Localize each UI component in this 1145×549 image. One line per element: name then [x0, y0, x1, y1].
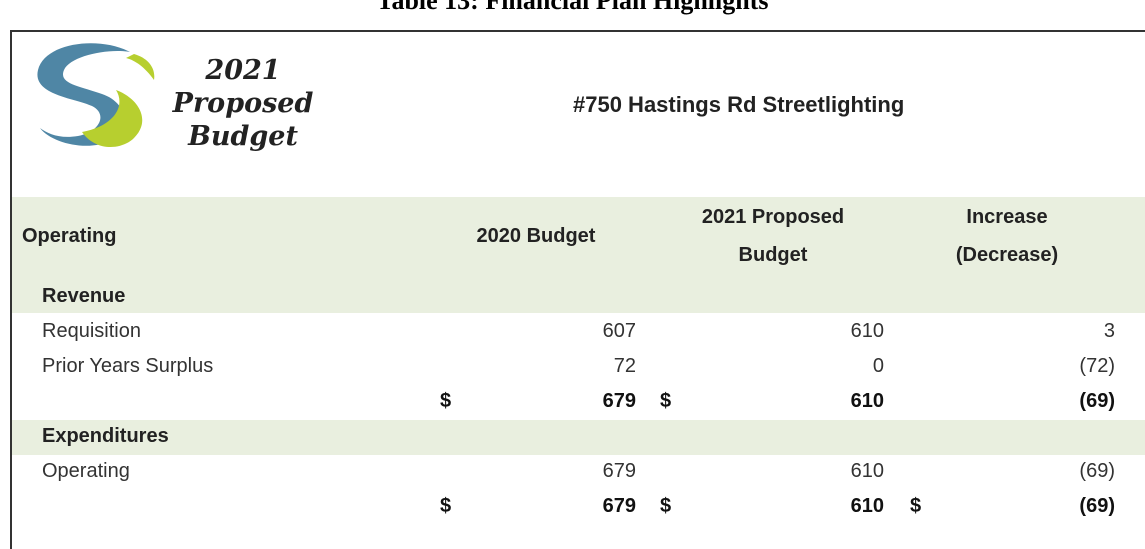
logo-line: 2021: [205, 55, 281, 86]
cell-value: 610: [850, 320, 884, 342]
column-header: 2020 Budget: [476, 225, 596, 247]
heading: #750 Hastings Rd Streetlighting: [573, 92, 905, 117]
row-label: Prior Years Surplus: [42, 355, 214, 377]
logo-text: 2021 Proposed Budget: [168, 54, 318, 153]
cell-value: 679: [602, 460, 636, 482]
column-header: 2021 Proposed Budget: [701, 206, 845, 266]
column-header: Operating: [22, 225, 117, 247]
column-header: Increase (Decrease): [955, 206, 1059, 266]
currency-symbol: $: [660, 390, 672, 412]
total-value: 679: [602, 390, 636, 412]
cell-value: 3: [1103, 320, 1115, 342]
total-value: (69): [1079, 390, 1115, 412]
row-label: Requisition: [42, 320, 141, 342]
logo-mark: [37, 43, 155, 148]
currency-symbol: $: [440, 390, 452, 412]
currency-symbol: $: [910, 495, 922, 517]
logo-line: Budget: [188, 121, 298, 152]
currency-symbol: $: [440, 495, 452, 517]
total-value: 679: [602, 495, 636, 517]
cell-value: (72): [1079, 355, 1115, 377]
cell-value: 610: [850, 460, 884, 482]
cell-value: 0: [872, 355, 884, 377]
document-title: Table 13: Financial Plan Highlights: [376, 0, 769, 15]
logo-line: Proposed: [172, 88, 314, 119]
section-band: [12, 420, 1145, 455]
total-value: (69): [1079, 495, 1115, 517]
frame: [10, 30, 1145, 549]
total-value: 610: [850, 390, 884, 412]
cell-value: 72: [613, 355, 636, 377]
section-name: Expenditures: [42, 425, 169, 447]
currency-symbol: $: [660, 495, 672, 517]
cell-value: (69): [1079, 460, 1115, 482]
header-band: [12, 197, 1145, 313]
row-label: Operating: [42, 460, 130, 482]
cell-value: 607: [602, 320, 636, 342]
section-name: Revenue: [42, 285, 126, 307]
total-value: 610: [850, 495, 884, 517]
